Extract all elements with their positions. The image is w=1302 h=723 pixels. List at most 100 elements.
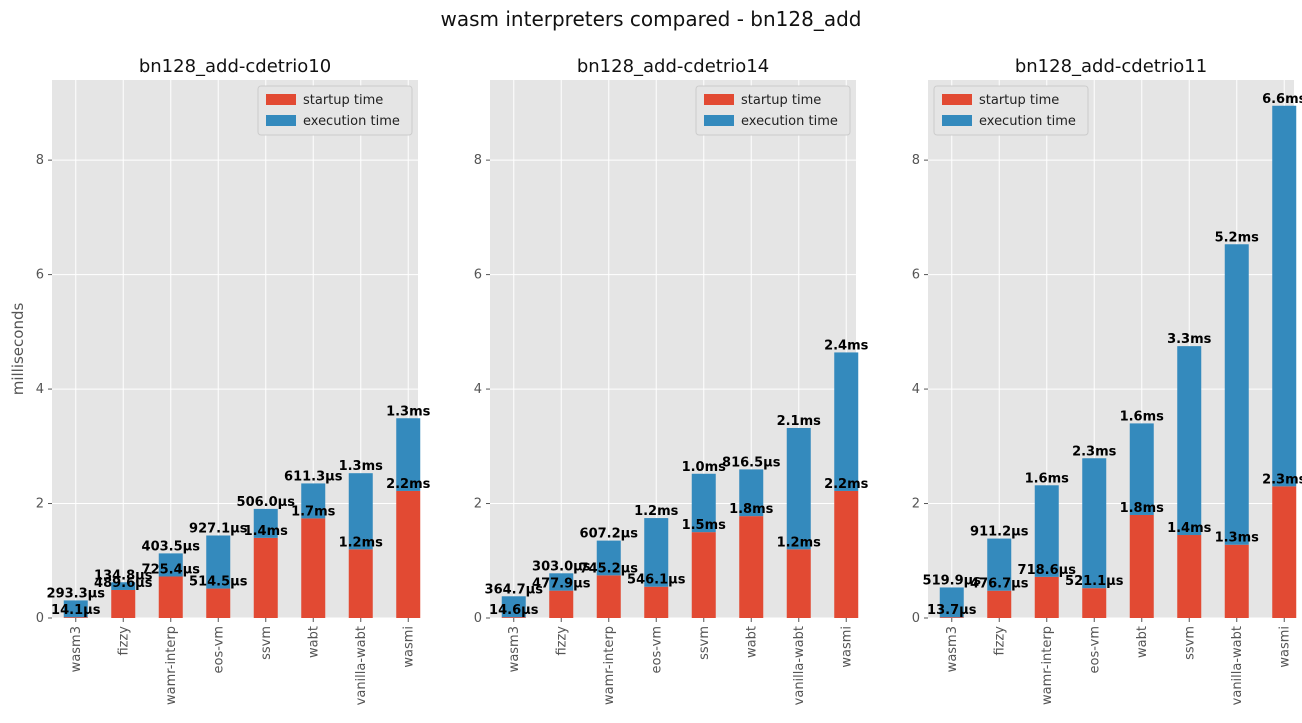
bar-execution-fizzy [987,538,1012,591]
x-tick-label: wamr-interp [164,626,179,705]
data-label-execution: 2.4ms [824,338,869,353]
bar-execution-wamr-interp [158,553,183,577]
bar-startup-eos-vm [1082,588,1107,618]
data-label-execution: 1.0ms [682,460,727,475]
data-label-execution: 303.0µs [532,559,591,574]
y-tick-label: 4 [912,382,920,397]
legend-label: execution time [303,114,400,129]
x-tick-label: ssvm [259,626,274,660]
bar-startup-vanilla-wabt [348,549,373,618]
data-label-execution: 607.2µs [580,527,639,542]
x-tick-label: eos-vm [649,626,664,673]
bar-execution-wabt [301,483,326,519]
x-tick-label: wasmi [839,626,854,668]
x-tick-label: wamr-interp [1040,626,1055,705]
y-tick-label: 0 [474,611,482,626]
x-tick-label: ssvm [1182,626,1197,660]
data-label-execution: 5.2ms [1215,230,1260,245]
bar-execution-wamr-interp [596,540,621,576]
bar-execution-wasmi [834,352,859,491]
bar-execution-vanilla-wabt [1224,244,1249,545]
legend-swatch [704,94,734,105]
bar-startup-wasm3 [501,617,526,618]
legend-swatch [942,94,972,105]
y-tick-label: 8 [36,153,44,168]
data-label-execution: 1.3ms [386,404,431,419]
legend-swatch [266,94,296,105]
data-label-startup: 2.2ms [824,477,869,492]
data-label-startup: 477.9µs [532,577,591,592]
y-tick-label: 2 [36,497,44,512]
bar-execution-eos-vm [206,535,231,589]
bar-startup-ssvm [1177,535,1202,618]
data-label-startup: 1.5ms [682,518,727,533]
x-tick-label: wamr-interp [602,626,617,705]
data-label-execution: 2.3ms [1072,444,1117,459]
data-label-startup: 1.8ms [1120,501,1165,516]
bar-execution-eos-vm [1082,458,1107,589]
data-label-startup: 521.1µs [1065,574,1124,589]
data-label-startup: 546.1µs [627,573,686,588]
bar-startup-wasm3 [939,617,964,618]
bar-execution-wabt [1129,423,1154,515]
bar-startup-wasm3 [63,617,88,618]
data-label-execution: 293.3µs [47,586,106,601]
chart-title: bn128_add-cdetrio10 [139,56,331,77]
bar-startup-wabt [1129,514,1154,618]
data-label-startup: 14.6µs [489,603,539,618]
data-label-execution: 911.2µs [970,525,1029,540]
legend-swatch [942,115,972,126]
data-label-execution: 134.8µs [94,568,153,583]
bar-execution-ssvm [1177,346,1202,536]
data-label-execution: 611.3µs [284,469,343,484]
y-axis-label: milliseconds [9,303,27,396]
y-tick-label: 4 [36,382,44,397]
x-tick-label: vanilla-wabt [792,626,807,705]
data-label-execution: 6.6ms [1262,92,1302,107]
y-tick-label: 0 [36,611,44,626]
data-label-execution: 1.6ms [1025,471,1070,486]
y-tick-label: 4 [474,382,482,397]
data-label-startup: 489.6µs [94,576,153,591]
bar-startup-fizzy [549,590,574,618]
y-tick-label: 6 [36,268,44,283]
bar-startup-fizzy [987,590,1012,618]
bar-startup-wabt [739,516,764,618]
data-label-startup: 1.3ms [1215,531,1260,546]
data-label-startup: 1.8ms [729,502,774,517]
x-tick-label: wasmi [1277,626,1292,668]
legend-label: startup time [303,93,383,108]
x-tick-label: ssvm [697,626,712,660]
y-tick-label: 8 [912,153,920,168]
bar-execution-fizzy [549,573,574,591]
bar-execution-wabt [739,469,764,517]
bar-startup-wamr-interp [1034,576,1059,618]
data-label-execution: 816.5µs [722,455,781,470]
legend-label: execution time [979,114,1076,129]
data-label-execution: 1.6ms [1120,409,1165,424]
bar-startup-wasmi [1272,486,1297,618]
legend: startup time execution time [257,85,413,136]
data-label-startup: 514.5µs [189,575,248,590]
bar-startup-vanilla-wabt [1224,544,1249,618]
data-label-execution: 364.7µs [485,582,544,597]
legend-label: execution time [741,114,838,129]
data-label-execution: 1.3ms [339,459,384,474]
legend: startup time execution time [933,85,1089,136]
legend-label: startup time [979,93,1059,108]
bar-execution-wasmi [396,418,421,491]
x-tick-label: vanilla-wabt [1230,626,1245,705]
x-tick-label: wabt [306,626,321,658]
bar-startup-wamr-interp [158,576,183,618]
x-tick-label: wasmi [401,626,416,668]
x-tick-label: fizzy [992,626,1007,656]
figure-title: wasm interpreters compared - bn128_add [441,7,862,31]
data-label-startup: 1.2ms [777,535,822,550]
legend: startup time execution time [695,85,851,136]
x-tick-label: fizzy [554,626,569,656]
legend-box [933,85,1089,136]
data-label-startup: 745.2µs [580,561,639,576]
